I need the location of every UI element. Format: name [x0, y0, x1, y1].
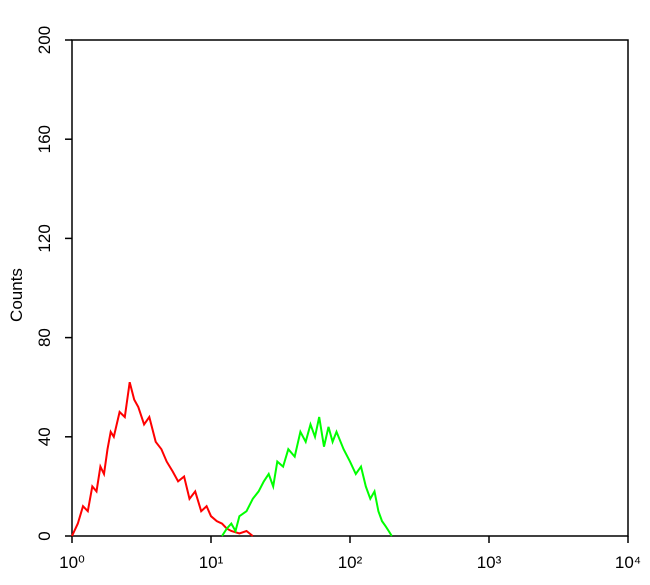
- histogram-line: [71, 381, 254, 537]
- y-tick-label: 40: [35, 427, 54, 446]
- y-tick-label: 0: [35, 531, 54, 540]
- y-tick-label: 120: [35, 224, 54, 252]
- histogram-line: [221, 416, 393, 537]
- x-tick-label: 10¹: [199, 553, 224, 572]
- y-tick-label: 200: [35, 26, 54, 54]
- x-tick-label: 10³: [477, 553, 502, 572]
- y-tick-label: 160: [35, 125, 54, 153]
- x-tick-label: 10⁰: [59, 553, 85, 572]
- y-axis-label: Counts: [7, 268, 26, 322]
- x-tick-label: 10²: [338, 553, 363, 572]
- x-tick-label: 10⁴: [615, 553, 641, 572]
- y-tick-label: 80: [35, 328, 54, 347]
